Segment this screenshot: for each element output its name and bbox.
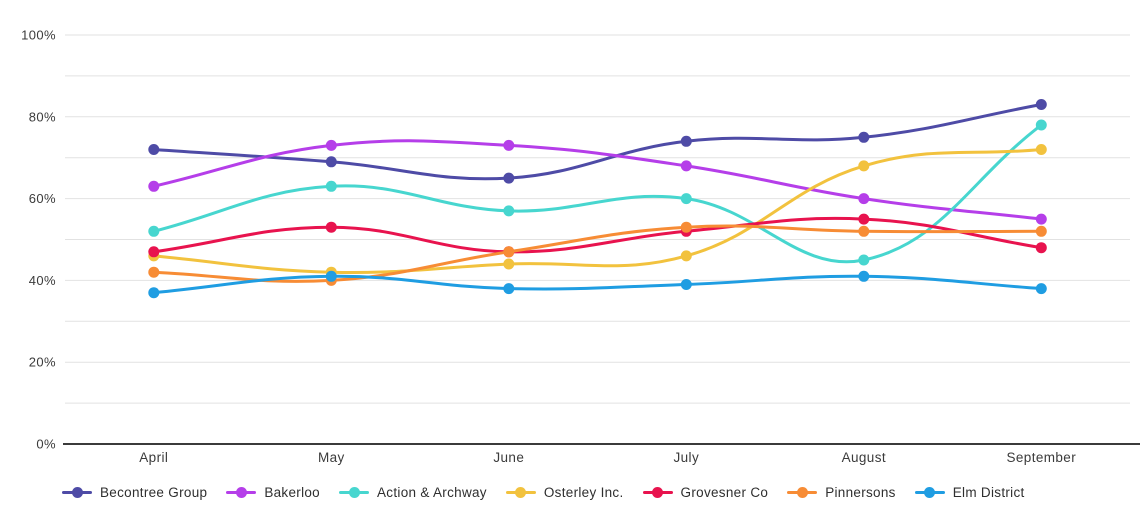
data-point-becontree-group-august[interactable] bbox=[858, 131, 870, 143]
data-point-elm-district-april[interactable] bbox=[148, 287, 160, 299]
data-point-elm-district-august[interactable] bbox=[858, 270, 870, 282]
legend-marker-dot bbox=[652, 486, 664, 498]
data-point-osterley-inc-september[interactable] bbox=[1035, 144, 1047, 155]
data-point-bakerloo-august[interactable] bbox=[858, 193, 870, 205]
data-point-bakerloo-july[interactable] bbox=[680, 160, 692, 172]
y-axis-tick-label-60pct: 60% bbox=[29, 191, 56, 206]
x-axis-label-may: May bbox=[318, 450, 345, 465]
legend-item-pinnersons[interactable]: Pinnersons bbox=[787, 485, 896, 500]
legend-label-elm-district: Elm District bbox=[952, 484, 1025, 500]
legend-item-elm-district[interactable]: Elm District bbox=[914, 484, 1025, 500]
legend-line-dot-icon bbox=[226, 486, 257, 498]
data-point-osterley-inc-august[interactable] bbox=[858, 160, 870, 172]
data-point-elm-district-may[interactable] bbox=[325, 270, 337, 282]
data-point-pinnersons-august[interactable] bbox=[858, 225, 870, 237]
data-point-pinnersons-september[interactable] bbox=[1035, 225, 1047, 237]
legend-label-becontree-group: Becontree Group bbox=[100, 484, 208, 500]
data-point-action-archway-april[interactable] bbox=[148, 225, 160, 237]
legend-line-dot-icon bbox=[914, 486, 945, 498]
y-axis-tick-label-40pct: 40% bbox=[29, 273, 56, 288]
chart-legend: Becontree Group Bakerloo Action & Archway O… bbox=[62, 478, 1025, 506]
data-point-grovesner-co-august[interactable] bbox=[858, 213, 870, 225]
data-point-osterley-inc-june[interactable] bbox=[503, 258, 515, 270]
x-axis-label-june: June bbox=[493, 450, 524, 465]
legend-item-becontree-group[interactable]: Becontree Group bbox=[62, 485, 207, 500]
x-axis-label-july: July bbox=[673, 450, 699, 465]
data-point-action-archway-august[interactable] bbox=[858, 254, 870, 266]
legend-line-dot-icon bbox=[62, 486, 92, 498]
legend-marker-dot bbox=[515, 486, 527, 498]
data-point-becontree-group-april[interactable] bbox=[148, 144, 160, 155]
series-line-bakerloo bbox=[152, 139, 1043, 221]
series-line-osterley-inc bbox=[152, 148, 1043, 274]
legend-label-bakerloo: Bakerloo bbox=[264, 484, 320, 500]
x-axis-label-september: September bbox=[1006, 450, 1076, 465]
data-point-action-archway-may[interactable] bbox=[325, 180, 337, 192]
data-point-action-archway-september[interactable] bbox=[1035, 119, 1047, 131]
x-axis-label-august: August bbox=[842, 450, 886, 465]
legend-marker-dot bbox=[796, 486, 808, 498]
data-point-bakerloo-june[interactable] bbox=[503, 139, 515, 151]
legend-label-action-archway: Action & Archway bbox=[377, 484, 487, 500]
data-point-becontree-group-may[interactable] bbox=[325, 156, 337, 168]
series-line-becontree-group bbox=[152, 103, 1043, 181]
y-axis-tick-label-0pct: 0% bbox=[36, 437, 56, 452]
legend-item-bakerloo[interactable]: Bakerloo bbox=[226, 485, 320, 500]
data-point-pinnersons-april[interactable] bbox=[148, 266, 160, 278]
legend-line-dot-icon bbox=[339, 486, 369, 498]
legend-label-osterley-inc: Osterley Inc. bbox=[543, 484, 624, 500]
series-line-action-archway bbox=[152, 123, 1043, 264]
legend-marker-dot bbox=[235, 486, 247, 498]
series-line-pinnersons bbox=[152, 224, 1043, 283]
data-point-grovesner-co-april[interactable] bbox=[148, 246, 160, 258]
legend-label-pinnersons: Pinnersons bbox=[825, 484, 896, 500]
data-point-elm-district-september[interactable] bbox=[1035, 283, 1047, 295]
y-axis-tick-label-100pct: 100% bbox=[21, 28, 56, 43]
legend-item-action-archway[interactable]: Action & Archway bbox=[339, 485, 487, 500]
legend-marker-dot bbox=[348, 486, 360, 498]
legend-item-osterley-inc[interactable]: Osterley Inc. bbox=[505, 484, 624, 500]
data-point-bakerloo-april[interactable] bbox=[148, 180, 160, 192]
data-point-grovesner-co-may[interactable] bbox=[325, 221, 337, 233]
data-point-action-archway-july[interactable] bbox=[680, 193, 692, 205]
data-point-elm-district-july[interactable] bbox=[680, 279, 692, 290]
legend-line-dot-icon bbox=[505, 486, 536, 498]
x-axis-label-april: April bbox=[139, 450, 168, 465]
y-axis-tick-label-20pct: 20% bbox=[29, 355, 56, 370]
legend-item-grovesner-co[interactable]: Grovesner Co bbox=[642, 484, 769, 500]
data-point-becontree-group-september[interactable] bbox=[1035, 99, 1047, 110]
legend-line-dot-icon bbox=[787, 486, 818, 498]
legend-marker-dot bbox=[71, 486, 83, 498]
legend-label-grovesner-co: Grovesner Co bbox=[680, 484, 769, 500]
data-point-pinnersons-july[interactable] bbox=[680, 221, 692, 233]
data-point-action-archway-june[interactable] bbox=[503, 205, 515, 217]
data-point-bakerloo-may[interactable] bbox=[325, 139, 337, 151]
legend-line-dot-icon bbox=[642, 486, 673, 498]
data-point-bakerloo-september[interactable] bbox=[1035, 213, 1047, 225]
data-point-becontree-group-july[interactable] bbox=[680, 135, 692, 147]
data-point-grovesner-co-september[interactable] bbox=[1035, 242, 1047, 254]
series-line-grovesner-co bbox=[152, 216, 1043, 254]
series-line-elm-district bbox=[152, 274, 1043, 295]
data-point-osterley-inc-july[interactable] bbox=[680, 250, 692, 262]
chart-plot-area: 0% 20% 40% 60% 80% 100% April May June July August… bbox=[21, 28, 1140, 465]
legend-marker-dot bbox=[924, 486, 936, 498]
y-axis-tick-label-80pct: 80% bbox=[29, 109, 56, 124]
data-point-becontree-group-june[interactable] bbox=[503, 172, 515, 184]
data-point-elm-district-june[interactable] bbox=[503, 283, 515, 295]
data-point-pinnersons-june[interactable] bbox=[503, 246, 515, 258]
